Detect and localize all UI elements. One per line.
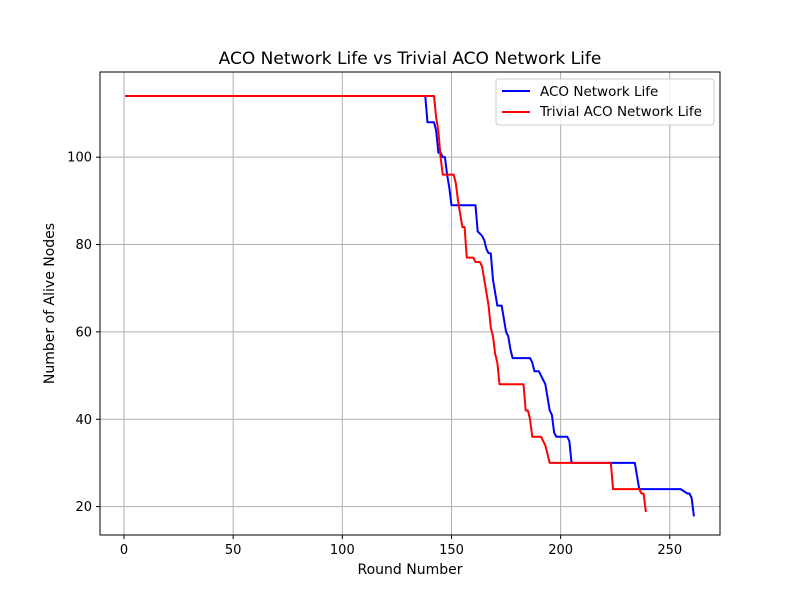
plot-area-frame — [99, 71, 721, 536]
x-tick-label: 150 — [439, 543, 464, 558]
y-tick-label: 80 — [75, 238, 92, 253]
axis-ticks: 0 50 100 150 200 250 20 40 60 80 100 — [67, 151, 682, 558]
series-lines — [125, 95, 695, 517]
chart-title: ACO Network Life vs Trivial ACO Network … — [219, 49, 602, 69]
x-tick-label: 200 — [548, 543, 573, 558]
y-tick-label: 60 — [75, 325, 92, 340]
series-line-trivial-aco — [125, 95, 647, 513]
grid-lines — [100, 72, 720, 535]
y-tick-label: 40 — [75, 413, 92, 428]
y-axis-label: Number of Alive Nodes — [42, 223, 58, 384]
x-tick-label: 0 — [120, 543, 128, 558]
x-tick-label: 100 — [330, 543, 355, 558]
legend-label-trivial-aco: Trivial ACO Network Life — [539, 104, 702, 120]
series-line-aco — [125, 95, 695, 517]
x-tick-label: 250 — [657, 543, 682, 558]
legend: ACO Network Life Trivial ACO Network Lif… — [495, 78, 715, 126]
x-axis-label: Round Number — [358, 562, 463, 578]
x-tick-label: 50 — [225, 543, 242, 558]
y-tick-label: 20 — [75, 500, 92, 515]
y-tick-label: 100 — [67, 151, 92, 166]
legend-box — [495, 78, 715, 126]
legend-label-aco: ACO Network Life — [540, 84, 658, 100]
